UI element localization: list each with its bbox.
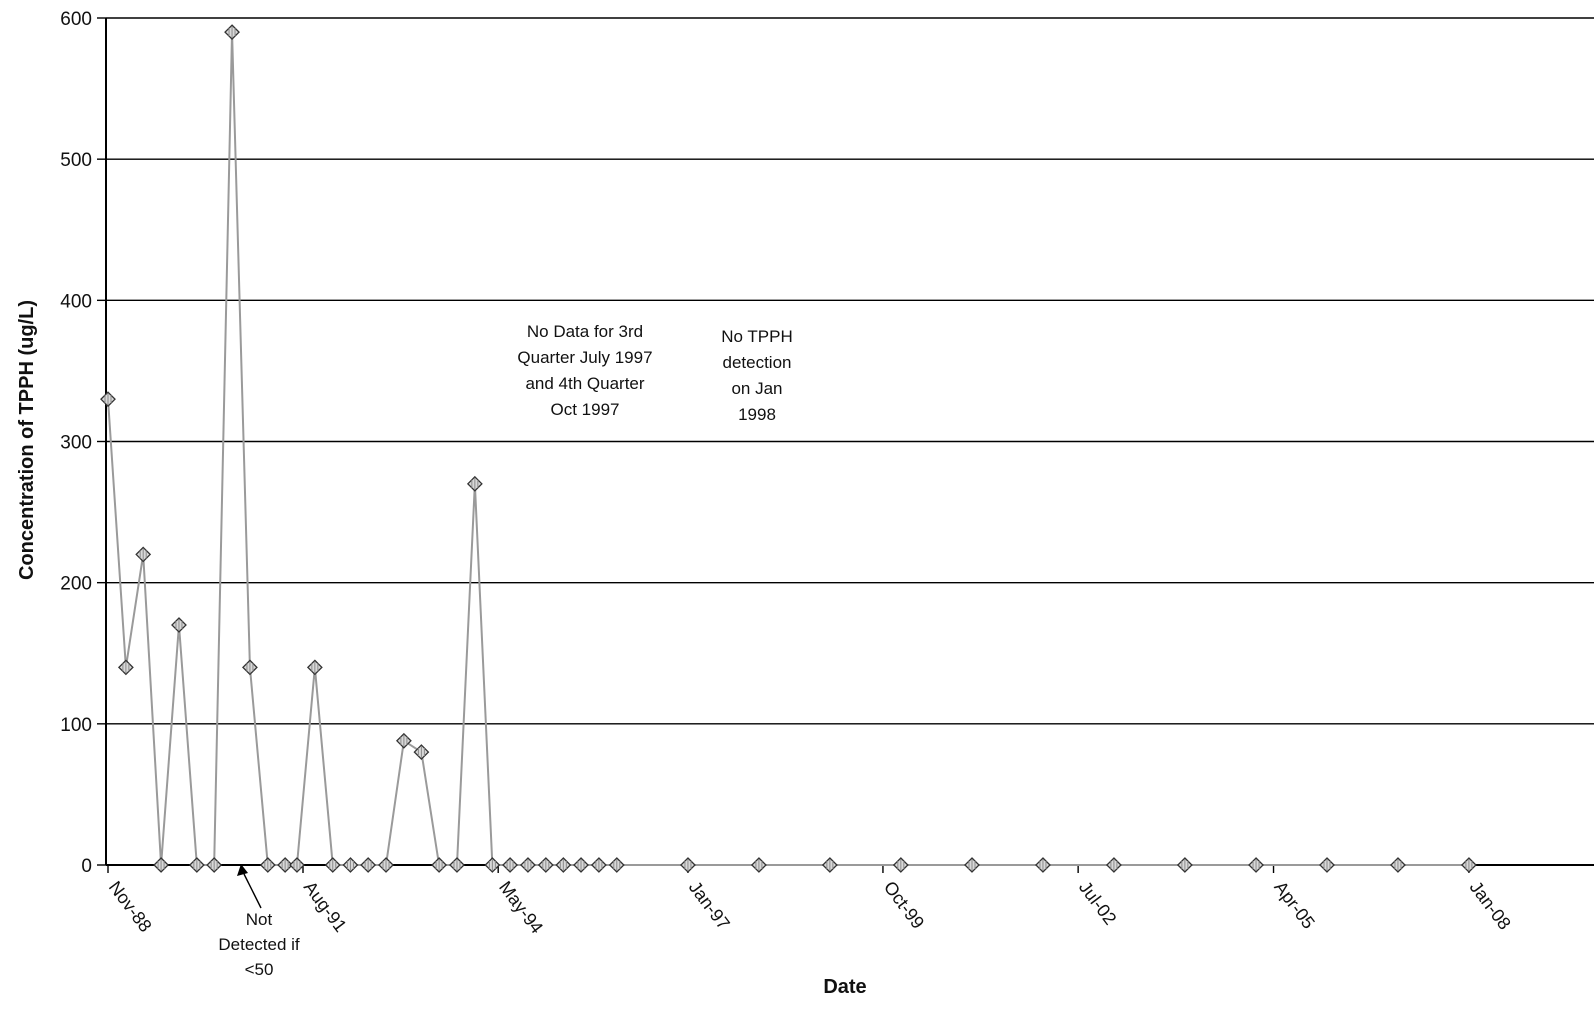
data-points: [100, 24, 1477, 873]
data-point: [1035, 857, 1051, 873]
data-point: [1105, 857, 1122, 873]
data-point: [395, 732, 412, 749]
data-point: [153, 857, 169, 873]
data-point: [117, 659, 134, 676]
y-tick-label: 200: [60, 574, 92, 595]
y-tick-label: 400: [60, 291, 92, 312]
data-point: [360, 857, 377, 873]
data-point: [964, 857, 980, 873]
annotation: Not Detected if <50: [218, 910, 300, 979]
annotation-line: 1998: [738, 405, 776, 424]
annotation-line: detection: [723, 353, 792, 372]
data-point: [413, 744, 430, 760]
data-point: [242, 659, 258, 676]
x-axis-title: Date: [823, 976, 866, 998]
data-point: [277, 857, 294, 873]
data-point: [680, 857, 696, 873]
data-point: [608, 857, 625, 873]
y-tick-label: 600: [60, 9, 92, 30]
data-point: [378, 857, 394, 873]
x-tick-label: Oct-99: [880, 877, 928, 932]
series-line-path: [107, 32, 1469, 866]
data-point: [892, 857, 909, 873]
x-tick-label: Jul-02: [1075, 877, 1120, 928]
data-point: [206, 857, 223, 873]
arrow-head: [237, 864, 248, 876]
annotation-line: and 4th Quarter: [525, 374, 644, 393]
y-axis-title: Concentration of TPPH (ug/L): [16, 300, 38, 580]
data-point: [289, 857, 305, 873]
data-point: [520, 857, 536, 873]
y-tick-label: 500: [60, 150, 92, 171]
x-tick-label: Aug-91: [300, 877, 351, 935]
data-point: [1390, 857, 1406, 873]
annotation-line: Detected if: [218, 935, 300, 954]
annotation-line: Not: [246, 910, 273, 929]
data-point: [1176, 857, 1193, 873]
annotation-line: No Data for 3rd: [527, 322, 643, 341]
data-point: [431, 857, 448, 873]
data-point: [821, 857, 838, 873]
data-point: [1460, 857, 1477, 873]
x-tick-label: Jan-08: [1466, 877, 1515, 933]
annotation-line: Quarter July 1997: [517, 348, 652, 367]
data-point: [1248, 857, 1264, 873]
y-tick-label: 100: [60, 715, 92, 736]
data-point: [750, 857, 767, 873]
x-tick-label: May-94: [495, 877, 547, 937]
data-point: [188, 857, 205, 873]
annotation: No Data for 3rd Quarter July 1997 and 4th …: [517, 322, 652, 419]
series-line: [107, 32, 1469, 866]
data-point: [573, 857, 589, 873]
x-tick-label: Jan-97: [685, 877, 734, 933]
y-tick-labels: 0 100 200 300 400 500 600: [60, 9, 92, 877]
x-tick-label: Nov-88: [105, 877, 156, 935]
annotation-line: No TPPH: [721, 327, 793, 346]
data-point: [466, 475, 483, 492]
data-point: [449, 857, 465, 873]
data-point: [484, 857, 501, 873]
annotation-line: <50: [245, 960, 274, 979]
data-point: [259, 857, 276, 873]
data-point: [171, 617, 187, 633]
y-tick-label: 300: [60, 433, 92, 454]
data-point: [100, 391, 116, 408]
x-tick-labels: Nov-88 Aug-91 May-94 Jan-97 Oct-99 Jul-02 Apr-…: [105, 877, 1515, 937]
x-tick-label: Apr-05: [1270, 877, 1318, 932]
data-point: [306, 659, 323, 676]
data-point: [342, 857, 359, 873]
arrow-shaft: [243, 873, 262, 909]
y-tick-label: 0: [81, 856, 92, 877]
data-point: [502, 857, 518, 873]
gridlines: [106, 17, 1594, 725]
data-point: [1319, 857, 1335, 873]
data-point: [224, 24, 240, 41]
data-point: [135, 546, 152, 563]
data-point: [590, 857, 607, 873]
annotation-arrow: [237, 864, 262, 909]
annotation: No TPPH detection on Jan 1998: [721, 327, 793, 424]
annotation-line: on Jan: [731, 379, 782, 398]
data-point: [324, 857, 341, 873]
data-point: [555, 857, 572, 873]
annotations: No Data for 3rd Quarter July 1997 and 4th …: [218, 322, 792, 979]
annotation-line: Oct 1997: [551, 400, 620, 419]
data-point: [537, 857, 554, 873]
